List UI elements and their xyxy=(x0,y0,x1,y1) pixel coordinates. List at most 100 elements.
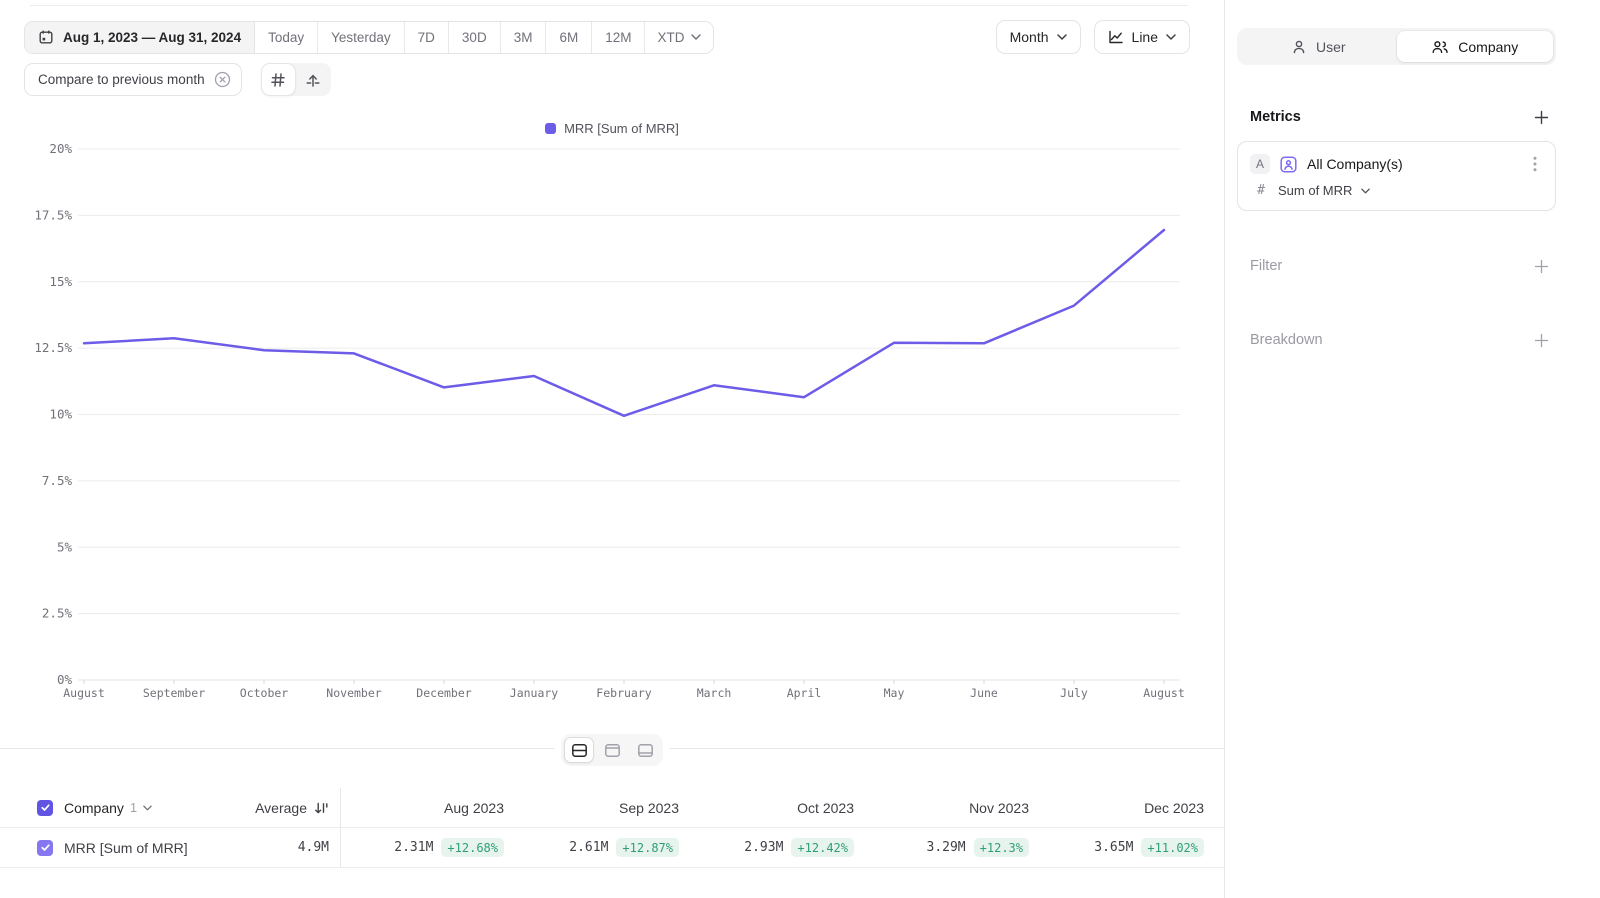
delta-badge: +12.42% xyxy=(791,838,854,857)
svg-text:2.5%: 2.5% xyxy=(42,606,73,621)
svg-text:May: May xyxy=(884,686,905,700)
preset-3m-button[interactable]: 3M xyxy=(500,21,547,53)
table-cell: 3.29M +12.3% xyxy=(866,838,1041,857)
chart-view-icon xyxy=(637,743,654,758)
line-chart[interactable]: 0% 2.5% 5% 7.5% 10% 12.5% 15% 17.5% 20% August Sep… xyxy=(0,137,1224,709)
preset-7d-button[interactable]: 7D xyxy=(404,21,449,53)
metric-row-label: MRR [Sum of MRR] xyxy=(64,839,188,856)
preset-6m-button[interactable]: 6M xyxy=(546,21,593,53)
chart-type-dropdown[interactable]: Line xyxy=(1093,20,1190,54)
table-cell: 2.93M +12.42% xyxy=(691,838,866,857)
preset-today-button[interactable]: Today xyxy=(255,21,319,53)
compare-chip[interactable]: Compare to previous month xyxy=(24,63,242,96)
delta-badge: +11.02% xyxy=(1141,838,1204,857)
chart-view-button[interactable] xyxy=(630,737,660,763)
toolbar-row-2: Compare to previous month xyxy=(0,54,1224,96)
average-value: 4.9M xyxy=(297,840,329,855)
tab-user-label: User xyxy=(1315,38,1346,55)
table-header-left: Company 1 Average xyxy=(0,788,341,827)
preset-yesterday-button[interactable]: Yesterday xyxy=(318,21,405,53)
svg-text:November: November xyxy=(326,686,381,700)
metric-card-title-row: A All Company(s) xyxy=(1250,154,1543,174)
tab-user[interactable]: User xyxy=(1240,31,1397,62)
metric-name: All Company(s) xyxy=(1307,156,1403,172)
top-divider xyxy=(30,5,1188,6)
granularity-label: Month xyxy=(1009,29,1049,45)
breakdown-section: Breakdown xyxy=(1237,331,1556,349)
svg-text:15%: 15% xyxy=(49,274,72,289)
preset-buttons: Today Yesterday 7D 30D 3M 6M 12M xyxy=(255,21,646,53)
config-sidebar: User Company Metrics A xyxy=(1224,0,1600,898)
table-cell: 2.61M +12.87% xyxy=(516,838,691,857)
svg-text:October: October xyxy=(240,686,289,700)
granularity-dropdown[interactable]: Month xyxy=(995,20,1081,54)
svg-text:January: January xyxy=(510,686,559,700)
cell-value: 2.93M xyxy=(744,840,784,855)
table-data-row: MRR [Sum of MRR] 4.9M 2.31M +12.68% 2.61M +… xyxy=(0,828,1224,868)
user-icon xyxy=(1291,39,1307,55)
chart-controls: Month Line xyxy=(995,20,1190,54)
row-checkbox[interactable] xyxy=(37,839,53,856)
view-toggle-row xyxy=(0,709,1224,766)
svg-text:August: August xyxy=(63,686,105,700)
svg-text:December: December xyxy=(416,686,471,700)
column-header[interactable]: Sep 2023 xyxy=(619,799,679,816)
chevron-down-icon xyxy=(1166,34,1176,40)
chevron-down-icon xyxy=(1056,34,1067,40)
table-view-button[interactable] xyxy=(597,737,627,763)
svg-text:10%: 10% xyxy=(49,407,72,422)
date-range-button[interactable]: Aug 1, 2023 — Aug 31, 2024 xyxy=(25,21,256,53)
svg-text:12.5%: 12.5% xyxy=(34,340,72,355)
date-range-group: Aug 1, 2023 — Aug 31, 2024 Today Yesterda… xyxy=(24,20,715,54)
compare-chip-label: Compare to previous month xyxy=(38,72,205,87)
split-view-button[interactable] xyxy=(564,737,594,763)
gridlines-toggle-button[interactable] xyxy=(260,63,296,96)
aggregation-dropdown[interactable]: # Sum of MRR xyxy=(1250,183,1543,198)
tab-company[interactable]: Company xyxy=(1396,31,1553,62)
svg-text:September: September xyxy=(143,686,205,700)
delta-badge: +12.87% xyxy=(616,838,679,857)
chevron-down-icon xyxy=(1361,188,1371,193)
group-label: Company xyxy=(64,799,124,816)
xtd-button[interactable]: XTD xyxy=(645,21,714,53)
sort-icon xyxy=(315,802,328,813)
preset-12m-button[interactable]: 12M xyxy=(592,21,646,53)
cell-value: 2.31M xyxy=(394,840,434,855)
metric-menu-button[interactable] xyxy=(1527,154,1543,174)
add-metric-button[interactable] xyxy=(1532,108,1550,126)
add-breakdown-button[interactable] xyxy=(1532,331,1550,349)
add-filter-button[interactable] xyxy=(1532,257,1550,275)
svg-text:7.5%: 7.5% xyxy=(42,473,73,488)
toolbar: Aug 1, 2023 — Aug 31, 2024 Today Yesterda… xyxy=(0,0,1224,54)
average-sort-header[interactable]: Average xyxy=(255,800,329,816)
group-by-dropdown[interactable]: Company 1 xyxy=(64,800,152,816)
table-view-icon xyxy=(604,743,621,758)
table-row-left: MRR [Sum of MRR] 4.9M xyxy=(0,828,341,867)
delta-badge: +12.3% xyxy=(973,838,1029,857)
dismiss-compare-icon[interactable] xyxy=(214,71,231,88)
month-cells: 2.31M +12.68% 2.61M +12.87% 2.93M +12.42% 3.29… xyxy=(341,838,1216,857)
results-table: Company 1 Average Aug 2023 Sep 2023 Oct 20… xyxy=(0,788,1224,868)
users-icon xyxy=(1431,39,1449,55)
pointer-toggle-button[interactable] xyxy=(296,63,331,96)
filter-label: Filter xyxy=(1250,258,1283,274)
chart-legend[interactable]: MRR [Sum of MRR] xyxy=(0,121,1224,136)
column-header[interactable]: Aug 2023 xyxy=(444,799,504,816)
filter-section: Filter xyxy=(1237,257,1556,275)
column-header[interactable]: Dec 2023 xyxy=(1144,799,1204,816)
legend-swatch xyxy=(545,122,557,134)
column-header[interactable]: Oct 2023 xyxy=(797,799,854,816)
svg-text:5%: 5% xyxy=(57,539,73,554)
select-all-checkbox[interactable] xyxy=(37,799,53,816)
aggregation-label: Sum of MRR xyxy=(1278,183,1353,198)
table-cell: 2.31M +12.68% xyxy=(341,838,516,857)
preset-30d-button[interactable]: 30D xyxy=(448,21,501,53)
column-header[interactable]: Nov 2023 xyxy=(969,799,1029,816)
svg-text:July: July xyxy=(1060,686,1088,700)
metrics-title: Metrics xyxy=(1250,109,1301,125)
chevron-down-icon xyxy=(691,34,702,40)
grid-icon xyxy=(270,72,286,88)
svg-text:0%: 0% xyxy=(57,672,73,687)
view-toggle-group xyxy=(561,734,663,766)
